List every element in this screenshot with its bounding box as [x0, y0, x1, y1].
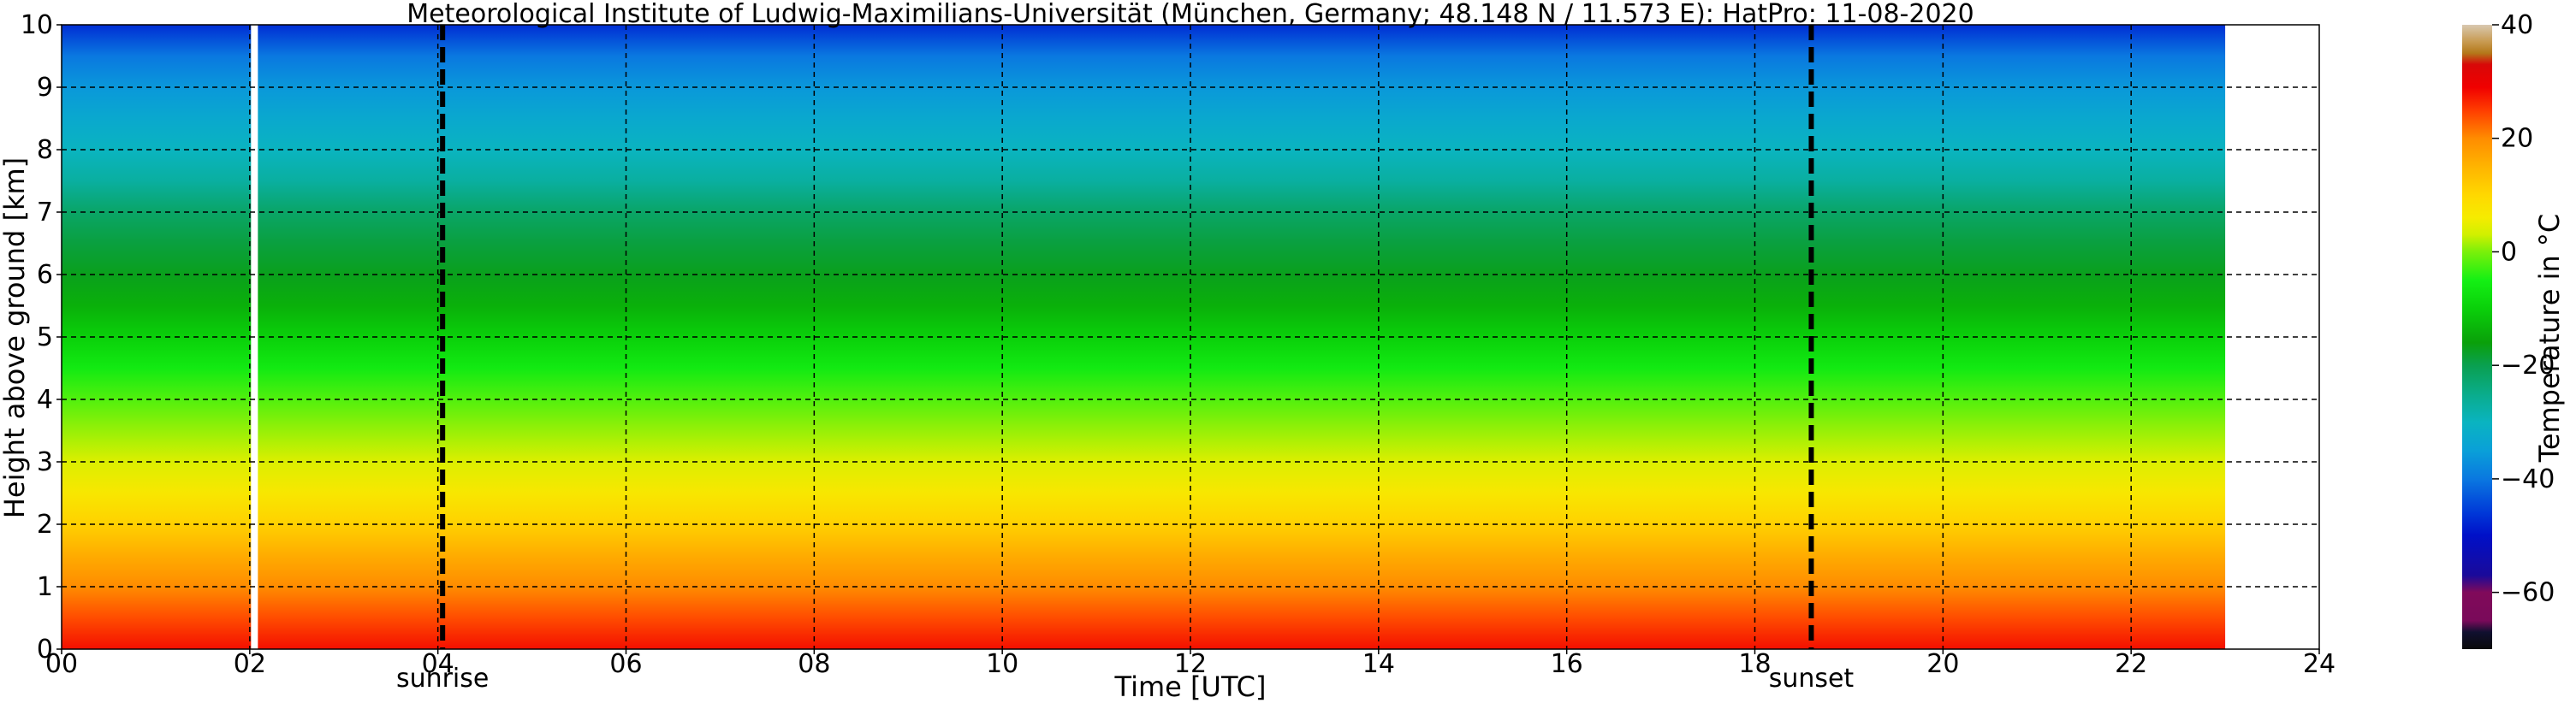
- x-tick-label: 16: [1551, 649, 1583, 679]
- colorbar-tick-label: −40: [2501, 464, 2555, 494]
- y-tick-label: 8: [37, 135, 53, 165]
- x-tick-label: 10: [986, 649, 1018, 679]
- y-tick-label: 3: [37, 447, 53, 477]
- y-tick-label: 10: [21, 10, 53, 40]
- event-label-sunrise: sunrise: [396, 664, 489, 694]
- colorbar-tick-label: −60: [2501, 578, 2555, 608]
- colorbar-tick-label: 20: [2501, 124, 2533, 154]
- colorbar-label: Temperature in °C: [2533, 214, 2566, 464]
- x-tick-label: 22: [2115, 649, 2147, 679]
- chart-title: Meteorological Institute of Ludwig-Maxim…: [407, 0, 1974, 29]
- x-tick-label: 02: [234, 649, 266, 679]
- x-tick-label: 08: [798, 649, 830, 679]
- x-axis-label: Time [UTC]: [1114, 671, 1267, 703]
- x-tick-label: 00: [45, 649, 78, 679]
- y-tick-label: 9: [37, 73, 53, 103]
- colorbar: [2462, 25, 2492, 649]
- x-tick-label: 04: [422, 649, 454, 679]
- event-label-sunset: sunset: [1769, 664, 1855, 694]
- y-tick-label: 6: [37, 260, 53, 290]
- x-tick-label: 06: [609, 649, 642, 679]
- x-tick-label: 20: [1926, 649, 1959, 679]
- y-axis-label: Height above ground [km]: [0, 157, 31, 518]
- y-tick-label: 4: [37, 385, 53, 415]
- y-tick-label: 7: [37, 198, 53, 227]
- grid-lines: [62, 25, 2319, 649]
- y-tick-label: 1: [37, 572, 53, 602]
- x-tick-label: 14: [1362, 649, 1395, 679]
- x-tick-label: 12: [1174, 649, 1207, 679]
- colorbar-tick-label: 0: [2501, 237, 2517, 267]
- x-tick-label: 24: [2303, 649, 2336, 679]
- x-tick-label: 18: [1738, 649, 1771, 679]
- colorbar-tick-label: 40: [2501, 10, 2533, 40]
- colorbar-tick-label: −20: [2501, 351, 2555, 381]
- y-tick-label: 2: [37, 510, 53, 540]
- y-tick-label: 0: [37, 635, 53, 665]
- y-tick-label: 5: [37, 322, 53, 352]
